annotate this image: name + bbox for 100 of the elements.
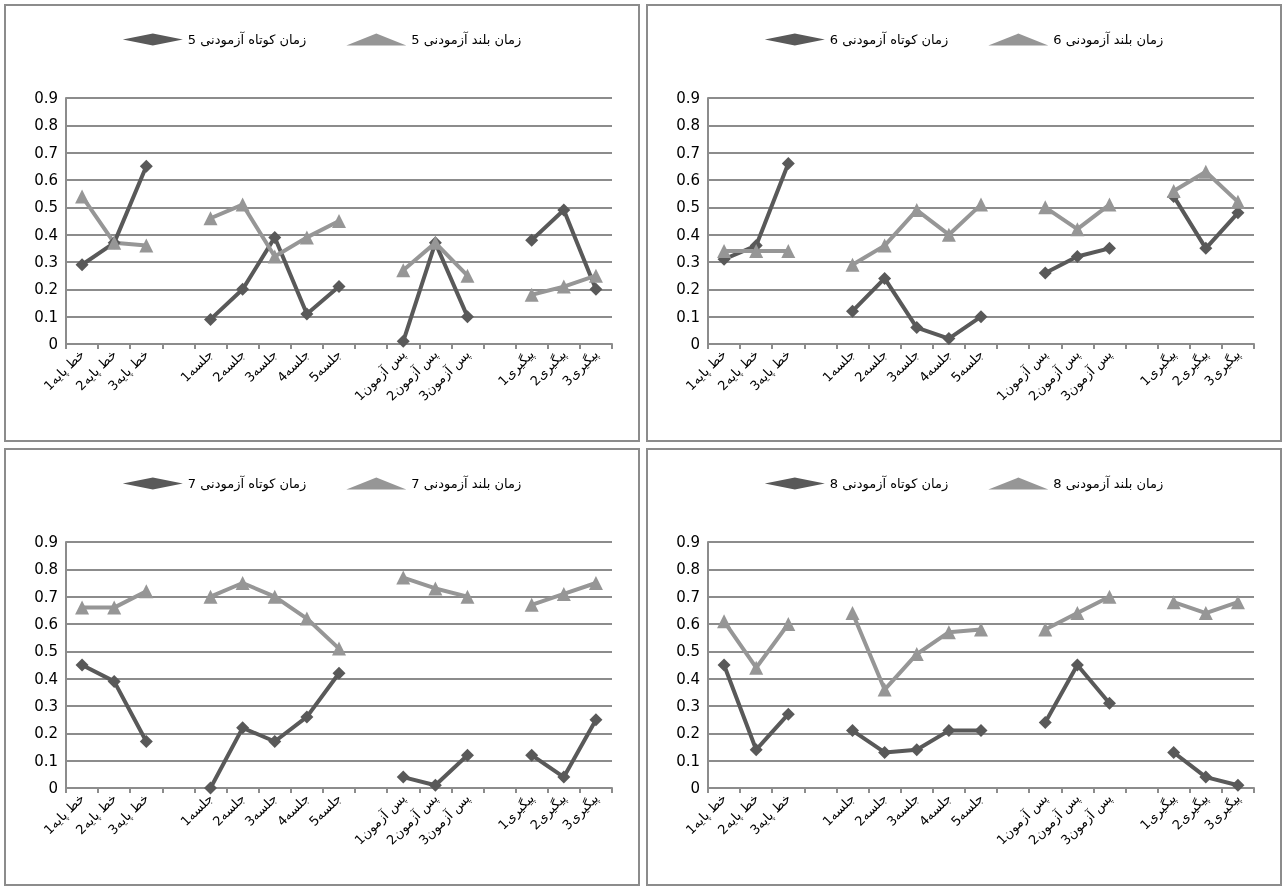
point [974,724,988,738]
point [332,641,346,656]
y-tick-label: 0.3 [34,253,58,271]
point [1199,241,1213,255]
y-tick-label: 0.1 [676,307,700,326]
y-tick-label: 0.6 [34,171,58,189]
legend-label: زمان بلند آزمودنی 6 [1053,31,1164,48]
point [236,282,250,296]
point [1167,745,1181,759]
point [1070,250,1084,264]
point [717,658,731,672]
point [1231,778,1245,792]
point [1166,183,1181,198]
y-tick-label: 0.2 [676,280,700,299]
point [1038,715,1052,729]
y-tick-label: 0.5 [34,642,58,661]
point [428,778,442,792]
point [974,197,988,212]
point [974,310,988,324]
point [877,238,892,253]
point [1102,241,1116,255]
point [749,660,764,675]
point [1038,266,1052,280]
point [1070,222,1085,237]
point [235,576,250,590]
legend-label: زمان بلند آزمودنی 5 [411,31,522,48]
point [139,159,153,173]
point [1038,200,1053,215]
point [1198,164,1213,179]
point [877,682,892,697]
point [588,576,603,590]
y-tick-label: 0.8 [34,560,58,579]
point [1102,589,1117,604]
y-tick-label: 0.7 [34,587,58,606]
y-tick-label: 0.1 [34,307,58,326]
y-tick-label: 0.6 [676,615,700,633]
point [236,721,250,735]
y-tick-label: 0.9 [34,89,58,107]
point [589,713,603,727]
point [524,597,539,612]
point [525,233,539,247]
legend-label: زمان کوتاه آزمودنی 7 [187,475,307,492]
point [235,197,250,212]
point [749,244,764,259]
point [139,735,153,749]
y-tick-label: 0.5 [676,642,700,661]
point [942,332,956,346]
point [75,658,89,672]
y-tick-label: 0.2 [34,280,58,299]
y-tick-label: 0.9 [34,533,58,551]
point [203,589,218,604]
y-tick-label: 0.1 [676,751,700,770]
point [942,724,956,738]
point [1070,658,1084,672]
point [267,249,282,264]
y-tick-label: 0.7 [676,587,700,606]
point [204,312,218,326]
y-tick-label: 0.8 [676,116,700,135]
y-tick-label: 0.7 [34,143,58,162]
point [332,280,346,294]
point [846,304,860,318]
y-tick-label: 0.1 [34,751,58,770]
point [268,230,282,244]
point [428,581,443,596]
y-tick-label: 0.3 [676,253,700,271]
point [460,589,475,604]
point [1070,606,1085,621]
point [1230,194,1245,209]
y-tick-label: 0.5 [676,198,700,217]
point [846,724,860,738]
point [557,203,571,217]
point [781,244,796,259]
point [299,230,314,245]
point [910,743,924,757]
point [107,674,121,688]
y-tick-label: 0.4 [676,225,700,244]
point [300,307,314,321]
point [267,589,282,604]
y-tick-label: 0.2 [676,724,700,743]
point [396,770,410,784]
point [460,748,474,762]
point [717,244,732,259]
point [107,600,122,615]
point [910,321,924,335]
point [781,617,796,631]
point [525,748,539,762]
point [299,611,314,626]
y-tick-label: 0.5 [34,198,58,217]
point [557,770,571,784]
point [75,600,90,615]
point [300,710,314,724]
y-tick-label: 0.6 [676,171,700,189]
y-tick-label: 0.9 [676,89,700,107]
point [75,258,89,272]
y-tick-label: 0 [48,335,58,353]
point [878,745,892,759]
y-tick-label: 0.4 [34,669,58,688]
point [1102,197,1117,212]
y-tick-label: 0 [690,779,700,797]
point [332,214,346,228]
